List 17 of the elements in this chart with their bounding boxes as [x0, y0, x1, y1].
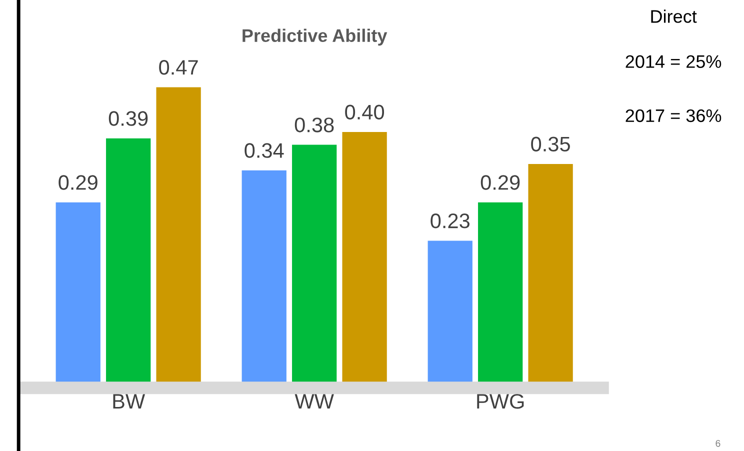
text: 2017 = 36%: [626, 109, 722, 122]
data-label: 0.23: [430, 214, 470, 228]
text: 2014 = 25%: [626, 55, 722, 68]
data-label: 0.34: [244, 143, 284, 158]
data-label: 0.29: [480, 175, 520, 190]
data-label: 0.29: [58, 175, 98, 190]
text: Direct: [651, 10, 697, 23]
x-tick-label: WW: [294, 394, 334, 409]
data-label: 0.47: [159, 60, 198, 75]
chart-title: Predictive Ability: [242, 28, 388, 46]
text: 6: [716, 440, 720, 447]
x-tick-label: BW: [113, 394, 146, 409]
data-label: 0.35: [531, 136, 570, 152]
data-label: 0.39: [108, 111, 148, 126]
data-label: 0.40: [345, 104, 384, 120]
data-label: 0.38: [294, 118, 334, 132]
x-tick-label: PWG: [477, 394, 524, 409]
